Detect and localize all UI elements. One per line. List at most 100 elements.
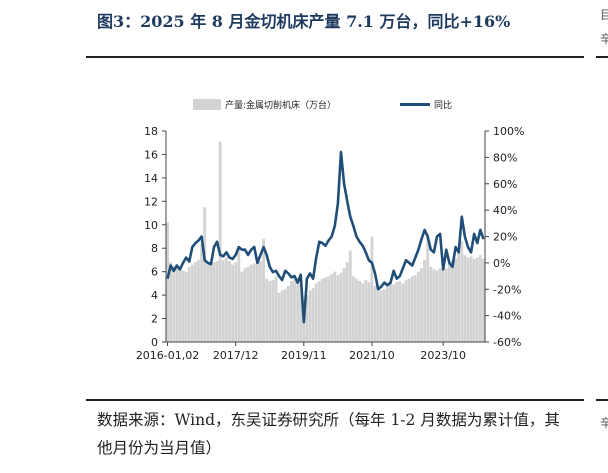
bar (262, 238, 265, 342)
bar-series (166, 141, 485, 342)
bar (317, 281, 321, 342)
production-chart: 产量:金属切削机床（万台） 同比 0 2 4 6 8 10 12 14 16 18 -60% -40%… (136, 99, 524, 362)
bar (252, 263, 256, 342)
bar (305, 295, 309, 342)
bar (398, 281, 402, 342)
bar (441, 266, 445, 342)
bar (265, 278, 269, 342)
bar (410, 276, 414, 342)
bar (259, 261, 262, 342)
x-tick-label: 2021/10 (349, 349, 395, 362)
bar (302, 318, 306, 342)
bar (197, 259, 200, 342)
bar (407, 278, 411, 342)
bar (342, 268, 346, 342)
bar (416, 271, 420, 342)
bar (246, 266, 250, 342)
x-tick-label: 2016-01,02 (136, 349, 199, 362)
right-tick-label: 20% (493, 231, 517, 244)
figure-title: 图3：2025 年 8 月金切机床产量 7.1 万台，同比+16% (97, 12, 511, 31)
right-tick-label: 0% (493, 257, 510, 270)
bar (482, 258, 485, 342)
bar (376, 288, 380, 342)
bar (240, 271, 244, 342)
bar (466, 257, 470, 342)
bar (460, 241, 464, 342)
bar (382, 289, 386, 342)
bar (308, 290, 312, 342)
left-tick-label: 6 (151, 266, 158, 279)
bar (367, 282, 371, 342)
bar (184, 271, 188, 342)
bar (348, 250, 352, 342)
bar (392, 284, 396, 342)
bar (268, 281, 272, 342)
bar (358, 281, 361, 342)
left-tick-label: 14 (144, 172, 158, 185)
bar (435, 270, 439, 342)
bar (355, 278, 358, 342)
bar (463, 255, 467, 342)
bar (203, 207, 207, 342)
bar (333, 271, 337, 342)
bar (472, 258, 476, 342)
bar (215, 261, 219, 342)
bar (286, 285, 290, 342)
x-tick-label: 2019/11 (281, 349, 327, 362)
bar (314, 283, 318, 342)
right-tick-label: 60% (493, 178, 517, 191)
right-tick-label: -20% (493, 283, 521, 296)
bar (370, 236, 374, 342)
bar (166, 222, 169, 342)
right-column-rule-bottom (596, 399, 608, 401)
left-tick-label: 0 (151, 336, 158, 349)
top-rule (86, 56, 584, 58)
bar (327, 276, 331, 342)
bar (290, 281, 293, 342)
bar (190, 264, 194, 342)
bar (404, 279, 408, 342)
bar (457, 252, 461, 342)
left-tick-label: 8 (151, 242, 158, 255)
bar (351, 276, 355, 342)
bar (336, 275, 340, 342)
right-column-fragment: 目 (600, 8, 608, 22)
bar (438, 268, 442, 342)
bar (451, 259, 454, 342)
bar (420, 268, 423, 342)
bar (169, 262, 173, 342)
bar (249, 264, 253, 342)
left-tick-label: 10 (144, 219, 158, 232)
right-tick-label: 80% (493, 151, 517, 164)
bar (475, 257, 479, 342)
bar (478, 255, 482, 342)
bar (426, 234, 430, 342)
left-tick-label: 16 (144, 148, 158, 161)
bar (373, 285, 377, 342)
x-tick-label: 2023/10 (420, 349, 466, 362)
right-tick-label: -60% (493, 336, 521, 349)
source-note: 数据来源：Wind，东吴证券研究所（每年 1-2 月数据为累计值，其他月份为当月… (97, 411, 560, 457)
bar (283, 289, 287, 342)
bar (237, 245, 241, 342)
bar (361, 283, 365, 342)
right-tick-label: -40% (493, 310, 521, 323)
bar (364, 279, 368, 342)
bar (243, 268, 247, 342)
bar (429, 266, 433, 342)
right-tick-label: 40% (493, 204, 517, 217)
bar (172, 265, 176, 342)
bar (339, 272, 343, 342)
yoy-line-series (166, 150, 485, 324)
right-column-rule (596, 56, 608, 58)
bar (255, 262, 259, 342)
bar (206, 264, 210, 342)
bar (178, 268, 182, 342)
bar (194, 262, 197, 342)
bar (345, 262, 349, 342)
bar (423, 259, 427, 342)
bar (271, 279, 275, 342)
bar (444, 268, 448, 342)
bar (324, 277, 327, 342)
bar (447, 263, 451, 342)
